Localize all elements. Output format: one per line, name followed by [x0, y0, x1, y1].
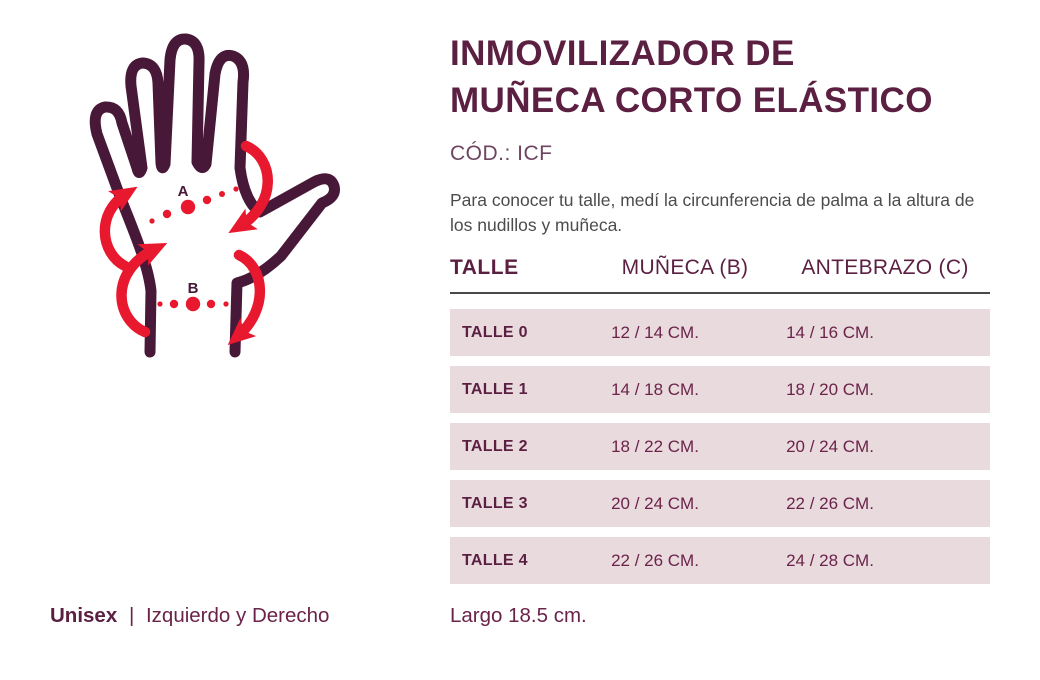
size-table-body: TALLE 0 12 / 14 CM. 14 / 16 CM. TALLE 1 … — [450, 309, 990, 584]
measure-arrows — [99, 140, 273, 345]
variant-info: Unisex | Izquierdo y Derecho — [50, 604, 329, 628]
size-name: TALLE 4 — [462, 551, 528, 569]
forearm-measure: 22 / 26 CM. — [786, 493, 874, 513]
forearm-measure: 18 / 20 CM. — [786, 379, 874, 399]
forearm-measure: 20 / 24 CM. — [786, 436, 874, 456]
column-header-muneca: MUÑECA (B) — [621, 256, 749, 279]
forearm-measure: 14 / 16 CM. — [786, 322, 874, 342]
hand-outline-icon — [89, 33, 340, 358]
title-line-1: INMOVILIZADOR DE — [450, 34, 795, 73]
forearm-measure: 24 / 28 CM. — [786, 550, 874, 570]
wrist-measure: 18 / 22 CM. — [611, 436, 699, 456]
table-row: TALLE 0 12 / 14 CM. 14 / 16 CM. — [450, 309, 990, 356]
palm-arrow-right-icon — [228, 140, 273, 234]
size-name: TALLE 1 — [462, 380, 528, 398]
wrist-measure: 12 / 14 CM. — [611, 322, 699, 342]
column-header-antebrazo: ANTEBRAZO (C) — [801, 256, 969, 279]
wrist-arrow-right-icon — [227, 249, 266, 345]
product-info: INMOVILIZADOR DE MUÑECA CORTO ELÁSTICO C… — [450, 30, 995, 594]
separator: | — [128, 604, 135, 627]
measurement-label-b: B — [188, 280, 199, 297]
hand-measurement-diagram: A B — [89, 33, 340, 358]
size-name: TALLE 2 — [462, 437, 528, 455]
measurement-dots-b — [157, 296, 229, 312]
table-row: TALLE 1 14 / 18 CM. 18 / 20 CM. — [450, 366, 990, 413]
sizing-instructions: Para conocer tu talle, medí la circunfer… — [450, 190, 975, 235]
size-table-header: TALLE MUÑECA (B) ANTEBRAZO (C) — [450, 256, 990, 294]
length-info: Largo 18.5 cm. — [450, 604, 587, 627]
size-name: TALLE 0 — [462, 323, 528, 341]
wrist-measure: 20 / 24 CM. — [611, 493, 699, 513]
gender-label: Unisex — [50, 604, 118, 627]
title-line-2: MUÑECA CORTO ELÁSTICO — [450, 81, 933, 120]
measurement-dots-a — [149, 186, 239, 224]
table-row: TALLE 2 18 / 22 CM. 20 / 24 CM. — [450, 423, 990, 470]
wrist-arrow-left-icon — [116, 242, 168, 338]
wrist-measure: 14 / 18 CM. — [611, 379, 699, 399]
wrist-measure: 22 / 26 CM. — [611, 550, 699, 570]
product-code: CÓD.: ICF — [450, 142, 553, 165]
table-row: TALLE 3 20 / 24 CM. 22 / 26 CM. — [450, 480, 990, 527]
size-name: TALLE 3 — [462, 494, 528, 512]
measurement-label-a: A — [178, 183, 189, 200]
size-table: TALLE MUÑECA (B) ANTEBRAZO (C) TALLE 0 1… — [450, 256, 990, 584]
palm-arrow-left-icon — [99, 186, 138, 272]
sides-label: Izquierdo y Derecho — [145, 604, 330, 627]
page-title: INMOVILIZADOR DE MUÑECA CORTO ELÁSTICO — [450, 30, 995, 124]
column-header-talle: TALLE — [450, 256, 519, 279]
table-row: TALLE 4 22 / 26 CM. 24 / 28 CM. — [450, 537, 990, 584]
